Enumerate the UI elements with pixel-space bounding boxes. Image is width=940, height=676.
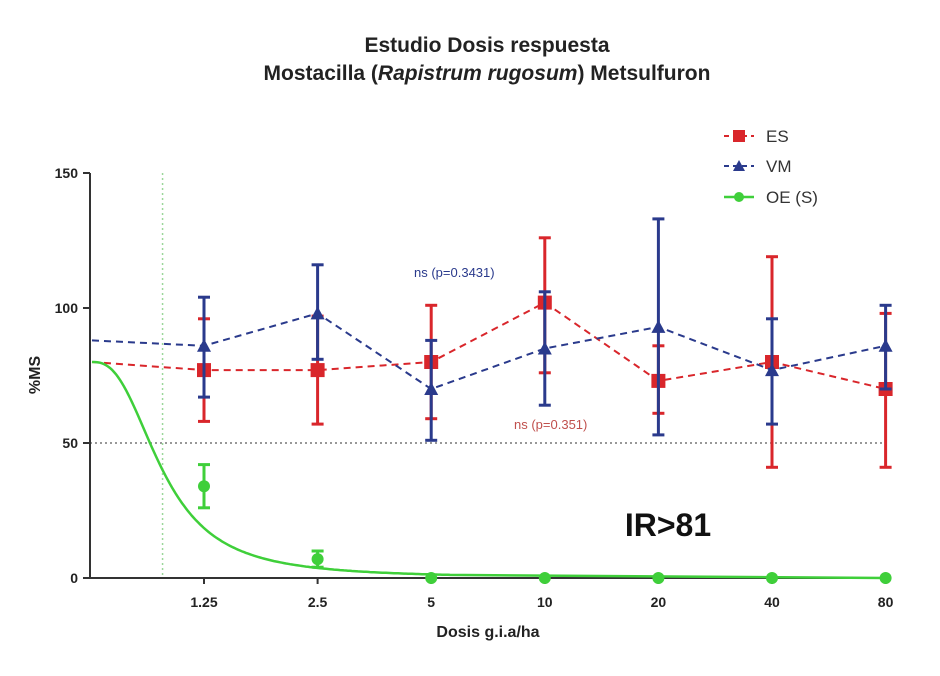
x-tick-label-2.5: 2.5 [308, 594, 328, 610]
y-tick-label-50: 50 [62, 435, 78, 451]
x-tick-label-10: 10 [537, 594, 553, 610]
legend-label: ES [766, 127, 789, 146]
series-vm [91, 217, 893, 442]
legend-marker [734, 192, 744, 202]
legend-item-oe-s-: OE (S) [724, 188, 818, 207]
series-line-es [91, 301, 886, 390]
y-tick-label-0: 0 [70, 570, 78, 586]
x-axis-label: Dosis g.i.a/ha [436, 624, 539, 641]
data-point [310, 363, 325, 378]
x-tick-label-20: 20 [651, 594, 667, 610]
legend-item-es: ES [724, 127, 789, 146]
title-prefix: Mostacilla ( [264, 62, 378, 85]
annotation-es-pvalue: ns (p=0.351) [514, 417, 587, 432]
series-oe-s- [92, 360, 892, 584]
x-tick-label-40: 40 [764, 594, 780, 610]
x-tick-label-5: 5 [427, 594, 435, 610]
data-point [538, 572, 551, 584]
data-point [878, 338, 893, 352]
data-point [425, 572, 438, 584]
x-tick-label-80: 80 [878, 594, 894, 610]
legend: ES VM OE (S) [724, 127, 818, 207]
data-point [765, 363, 779, 377]
data-point [197, 338, 211, 352]
data-point [766, 572, 778, 584]
title-suffix: ) Metsulfuron [577, 62, 710, 85]
legend-label: VM [766, 157, 792, 176]
reference-lines [90, 173, 890, 578]
fit-curve-oe [92, 360, 886, 580]
data-point [651, 319, 666, 333]
legend-marker [733, 160, 745, 171]
data-point [311, 553, 324, 566]
legend-marker [733, 130, 745, 142]
legend-label: OE (S) [766, 188, 818, 207]
x-tick-label-1.25: 1.25 [190, 594, 217, 610]
axes: 0 50 100 150 1.25 2.5 5 10 20 40 80 [55, 165, 894, 610]
legend-item-vm: VM [724, 157, 792, 176]
chart-title-line1: Estudio Dosis respuesta [364, 34, 609, 57]
data-point [537, 341, 552, 355]
data-point [424, 382, 439, 395]
data-point [652, 572, 665, 584]
annotation-resistance-index: IR>81 [625, 507, 711, 543]
annotation-vm-pvalue: ns (p=0.3431) [414, 265, 495, 280]
series-line-vm [91, 312, 886, 391]
data-point [198, 480, 210, 493]
chart-title-line2: Mostacilla (Rapistrum rugosum) Metsulfur… [264, 62, 711, 85]
y-tick-label-100: 100 [55, 300, 79, 316]
series-group [91, 217, 893, 584]
y-axis-label: %MS [27, 356, 44, 395]
data-point [879, 572, 892, 584]
y-tick-label-150: 150 [55, 165, 79, 181]
data-point [310, 306, 325, 320]
title-species: Rapistrum rugosum [378, 62, 578, 85]
